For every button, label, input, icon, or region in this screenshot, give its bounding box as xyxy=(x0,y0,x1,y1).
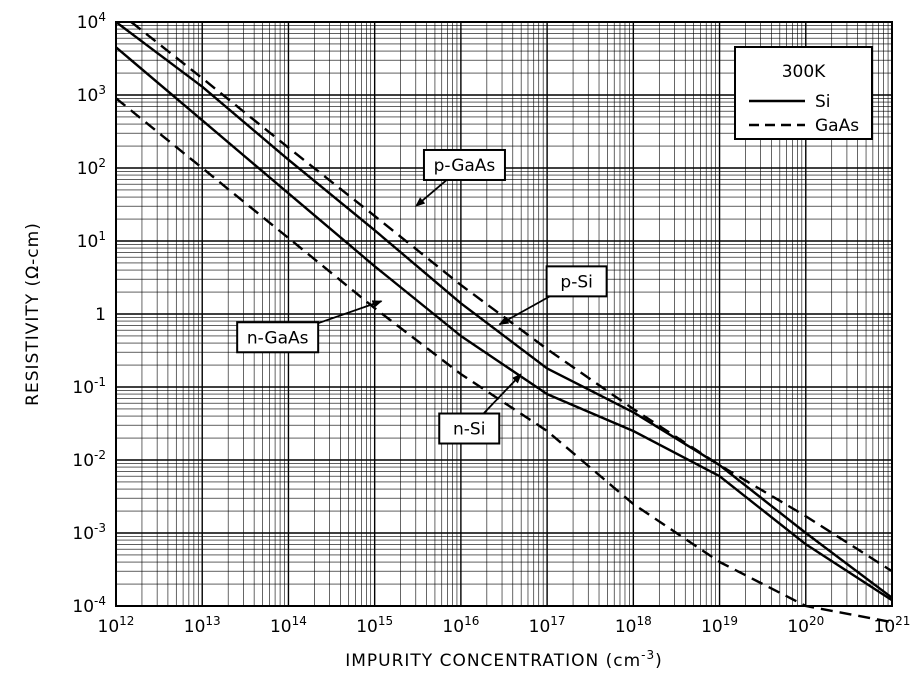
y-tick-exponent: -2 xyxy=(94,448,106,462)
x-axis-title-exponent: -3 xyxy=(641,648,655,662)
y-tick-exponent: -4 xyxy=(94,594,106,608)
major-grid xyxy=(115,22,892,607)
annotation-box xyxy=(422,148,506,181)
x-tick-exponent: 12 xyxy=(119,614,134,628)
x-tick-label: 1013 xyxy=(184,614,221,637)
legend-label-gaas: GaAs xyxy=(815,116,859,136)
x-tick-label: 1012 xyxy=(98,614,135,637)
x-tick-base: 10 xyxy=(184,617,206,637)
x-tick-base: 10 xyxy=(442,617,464,637)
x-tick-exponent: 17 xyxy=(550,614,565,628)
x-tick-exponent: 13 xyxy=(205,614,220,628)
y-tick-exponent: 3 xyxy=(98,83,106,97)
x-tick-label: 1014 xyxy=(270,614,307,637)
y-tick-base: 10 xyxy=(72,451,94,471)
y-axis-title: RESISTIVITY (Ω-cm) xyxy=(23,222,43,406)
x-tick-label: 1021 xyxy=(874,614,911,637)
x-tick-label: 1020 xyxy=(787,614,824,637)
x-tick-label: 1018 xyxy=(615,614,652,637)
y-tick-exponent: 2 xyxy=(98,156,106,170)
annotation-p-si: p-Si xyxy=(498,265,608,326)
y-tick-base: 10 xyxy=(72,597,94,617)
y-tick-label: 10-4 xyxy=(72,594,106,617)
x-tick-exponent: 20 xyxy=(809,614,824,628)
x-axis-ticks: 1012 1013 1014 1015 1016 1017 1018 1019 1020 1021 xyxy=(98,614,911,637)
x-tick-exponent: 14 xyxy=(292,614,307,628)
annotation-box xyxy=(236,321,320,354)
plot-frame xyxy=(115,21,893,607)
annotation-label: p-Si xyxy=(560,272,592,292)
x-tick-label: 1016 xyxy=(442,614,479,637)
x-tick-label: 1017 xyxy=(529,614,566,637)
y-tick-exponent: -3 xyxy=(94,521,106,535)
x-tick-exponent: 21 xyxy=(895,614,910,628)
y-tick-base: 1 xyxy=(95,305,106,325)
y-tick-base: 10 xyxy=(72,524,94,544)
y-tick-label: 10-2 xyxy=(72,448,106,471)
annotation-label: n-GaAs xyxy=(247,328,309,348)
y-tick-base: 10 xyxy=(77,232,99,252)
x-tick-exponent: 15 xyxy=(378,614,393,628)
annotation-label: p-GaAs xyxy=(434,156,496,176)
annotation-p-gaas: p-GaAs xyxy=(415,148,506,207)
x-tick-base: 10 xyxy=(615,617,637,637)
annotation-n-si: n-Si xyxy=(438,373,522,445)
annotation-arrow xyxy=(482,373,522,415)
x-tick-exponent: 19 xyxy=(723,614,738,628)
series-line-p-si xyxy=(115,21,893,599)
y-tick-label: 101 xyxy=(77,229,106,252)
annotation-arrow xyxy=(317,300,383,325)
y-tick-exponent: -1 xyxy=(94,375,106,389)
x-tick-label: 1019 xyxy=(701,614,738,637)
x-tick-base: 10 xyxy=(356,617,378,637)
annotation-box xyxy=(545,265,608,298)
y-tick-label: 104 xyxy=(77,10,106,33)
y-tick-label: 10-1 xyxy=(72,375,106,398)
x-axis-title: IMPURITY CONCENTRATION (cm-3) xyxy=(345,648,663,671)
y-tick-label: 102 xyxy=(77,156,106,179)
x-axis-title-close: ) xyxy=(655,651,663,671)
annotation-arrow xyxy=(415,179,448,207)
y-tick-label: 103 xyxy=(77,83,106,106)
annotation-box xyxy=(438,412,501,445)
y-tick-base: 10 xyxy=(77,159,99,179)
y-tick-base: 10 xyxy=(77,86,99,106)
annotation-n-gaas: n-GaAs xyxy=(236,300,383,354)
annotation-layer: p-GaAs p-Si n-GaAs n-Si xyxy=(236,148,608,445)
x-tick-base: 10 xyxy=(529,617,551,637)
legend-label-si: Si xyxy=(815,92,831,112)
x-tick-exponent: 18 xyxy=(637,614,652,628)
x-tick-label: 1015 xyxy=(356,614,393,637)
x-tick-base: 10 xyxy=(701,617,723,637)
y-tick-base: 10 xyxy=(72,378,94,398)
x-tick-exponent: 16 xyxy=(464,614,479,628)
y-tick-exponent: 4 xyxy=(98,10,106,24)
y-tick-label: 1 xyxy=(95,305,106,325)
x-axis-title-text: IMPURITY CONCENTRATION (cm xyxy=(345,651,641,671)
legend-box xyxy=(734,46,873,140)
x-tick-base: 10 xyxy=(874,617,896,637)
legend-title: 300K xyxy=(782,62,826,82)
x-tick-base: 10 xyxy=(98,617,120,637)
annotation-arrow xyxy=(498,295,551,326)
y-tick-base: 10 xyxy=(77,13,99,33)
y-tick-exponent: 1 xyxy=(98,229,106,243)
series-line-n-si xyxy=(115,46,893,602)
annotation-label: n-Si xyxy=(453,420,485,440)
y-tick-label: 10-3 xyxy=(72,521,106,544)
x-tick-base: 10 xyxy=(787,617,809,637)
legend: 300K Si GaAs xyxy=(734,46,873,140)
x-tick-base: 10 xyxy=(270,617,292,637)
